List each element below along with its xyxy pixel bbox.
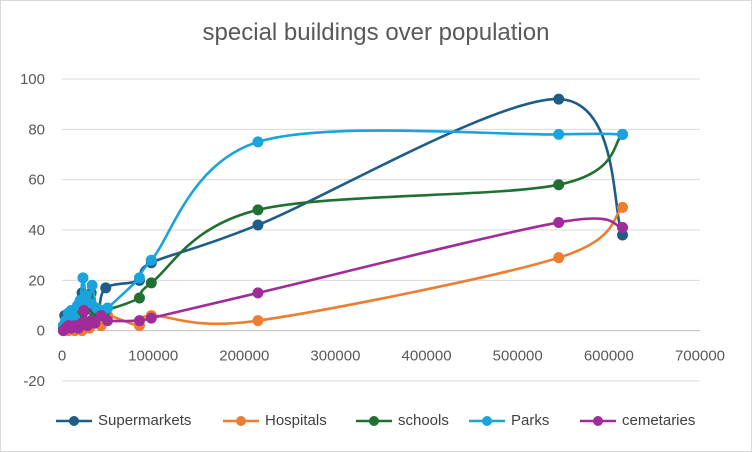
legend-label-cemetaries: cemetaries [622, 412, 696, 429]
chart-title: special buildings over population [202, 19, 550, 46]
series-line-schools [62, 133, 624, 329]
legend-key-schools [356, 416, 392, 426]
data-point-parks-7 [77, 272, 89, 284]
data-point-parks-16 [252, 136, 264, 148]
data-point-parks-13 [102, 302, 114, 314]
data-point-cemetaries-12 [102, 315, 114, 327]
data-point-supermarkets-19 [553, 93, 565, 105]
x-tick-label-0: 0 [58, 348, 66, 365]
data-point-parks-15 [145, 254, 157, 266]
x-tick-label-3: 300000 [310, 348, 360, 365]
y-tick-label-1: 0 [37, 323, 45, 340]
x-tick-label-6: 600000 [584, 348, 634, 365]
x-tick-label-2: 200000 [219, 348, 269, 365]
data-point-cemetaries-15 [252, 287, 264, 299]
data-point-parks-18 [617, 128, 629, 140]
x-tick-label-1: 100000 [128, 348, 178, 365]
data-point-supermarkets-18 [252, 219, 264, 231]
y-tick-label-0: -20 [23, 373, 45, 390]
legend-label-hospitals: Hospitals [265, 412, 327, 429]
series-line-parks [62, 129, 623, 327]
x-tick-label-4: 400000 [402, 348, 452, 365]
data-point-cemetaries-17 [617, 221, 629, 233]
data-point-hospitals-14 [252, 315, 264, 327]
legend-label-supermarkets: Supermarkets [98, 412, 192, 429]
legend-key-cemetaries [580, 416, 616, 426]
y-tick-label-2: 20 [28, 272, 45, 289]
data-point-hospitals-16 [617, 201, 629, 213]
data-point-hospitals-15 [553, 252, 565, 264]
data-point-cemetaries-7 [78, 305, 90, 317]
y-tick-label-6: 100 [20, 71, 45, 88]
data-point-cemetaries-16 [553, 216, 565, 228]
legend: Supermarkets Hospitals schools Parks cemetar… [1, 409, 751, 435]
y-tick-label-4: 60 [28, 172, 45, 189]
data-point-schools-15 [252, 204, 264, 216]
y-tick-label-5: 80 [28, 121, 45, 138]
legend-key-supermarkets [56, 416, 92, 426]
data-point-schools-13 [133, 292, 145, 304]
data-point-schools-16 [553, 179, 565, 191]
data-point-cemetaries-10 [89, 317, 101, 329]
y-tick-label-3: 40 [28, 222, 45, 239]
data-point-parks-17 [553, 128, 565, 140]
data-point-cemetaries-14 [145, 312, 157, 324]
data-point-schools-14 [145, 277, 157, 289]
x-tick-label-5: 500000 [493, 348, 543, 365]
data-point-supermarkets-15 [100, 282, 112, 294]
legend-key-hospitals [223, 416, 259, 426]
data-point-parks-10 [86, 279, 98, 291]
data-point-cemetaries-13 [133, 315, 145, 327]
legend-label-schools: schools [398, 412, 449, 429]
legend-key-parks [469, 416, 505, 426]
data-point-parks-14 [133, 272, 145, 284]
x-tick-label-7: 700000 [675, 348, 725, 365]
legend-label-parks: Parks [511, 412, 550, 429]
